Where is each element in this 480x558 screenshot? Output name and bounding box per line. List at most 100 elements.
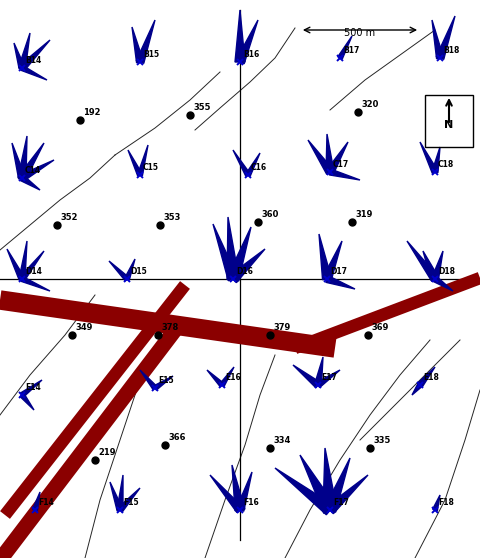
Polygon shape bbox=[432, 147, 440, 172]
Text: 349: 349 bbox=[75, 323, 92, 332]
Polygon shape bbox=[220, 367, 234, 386]
Polygon shape bbox=[19, 33, 30, 69]
Polygon shape bbox=[19, 143, 44, 180]
Polygon shape bbox=[33, 492, 40, 511]
Text: 379: 379 bbox=[273, 323, 290, 332]
Polygon shape bbox=[432, 20, 444, 59]
Text: E15: E15 bbox=[158, 376, 174, 385]
Polygon shape bbox=[21, 380, 42, 397]
Polygon shape bbox=[20, 251, 44, 281]
Polygon shape bbox=[407, 241, 438, 281]
Polygon shape bbox=[246, 153, 260, 176]
Polygon shape bbox=[21, 277, 50, 291]
Polygon shape bbox=[20, 160, 54, 181]
Text: 335: 335 bbox=[373, 436, 390, 445]
Polygon shape bbox=[324, 458, 350, 512]
Text: E18: E18 bbox=[423, 373, 439, 382]
Text: 366: 366 bbox=[168, 433, 185, 442]
Text: F16: F16 bbox=[243, 498, 259, 507]
Polygon shape bbox=[338, 36, 352, 59]
Text: D14: D14 bbox=[25, 267, 42, 276]
Text: F15: F15 bbox=[123, 498, 139, 507]
Polygon shape bbox=[436, 16, 455, 59]
Polygon shape bbox=[18, 136, 27, 179]
Polygon shape bbox=[118, 488, 140, 512]
Polygon shape bbox=[323, 448, 337, 511]
Polygon shape bbox=[154, 376, 173, 390]
Polygon shape bbox=[14, 43, 25, 69]
Text: C15: C15 bbox=[143, 163, 159, 172]
Text: D15: D15 bbox=[130, 267, 147, 276]
Text: 378: 378 bbox=[161, 323, 178, 332]
Polygon shape bbox=[229, 249, 265, 283]
Polygon shape bbox=[326, 276, 355, 289]
Text: N: N bbox=[444, 120, 454, 130]
Polygon shape bbox=[140, 370, 157, 389]
Text: E14: E14 bbox=[25, 383, 41, 392]
Polygon shape bbox=[236, 20, 258, 64]
Polygon shape bbox=[109, 261, 129, 281]
Polygon shape bbox=[210, 475, 243, 513]
Text: F17: F17 bbox=[333, 498, 349, 507]
Polygon shape bbox=[319, 234, 331, 280]
Polygon shape bbox=[213, 224, 238, 281]
Text: 369: 369 bbox=[371, 323, 388, 332]
Text: C14: C14 bbox=[25, 166, 41, 175]
Polygon shape bbox=[132, 27, 144, 63]
Polygon shape bbox=[233, 150, 250, 176]
Polygon shape bbox=[432, 495, 440, 511]
Polygon shape bbox=[20, 176, 40, 190]
Polygon shape bbox=[232, 465, 245, 511]
Text: B16: B16 bbox=[243, 50, 259, 59]
Text: B17: B17 bbox=[343, 46, 360, 55]
Text: 360: 360 bbox=[261, 210, 278, 219]
Polygon shape bbox=[326, 134, 334, 172]
Polygon shape bbox=[128, 150, 142, 176]
Polygon shape bbox=[433, 277, 453, 291]
Polygon shape bbox=[207, 370, 224, 387]
Polygon shape bbox=[326, 475, 368, 514]
Polygon shape bbox=[235, 10, 245, 62]
Polygon shape bbox=[20, 40, 50, 70]
Text: 319: 319 bbox=[355, 210, 372, 219]
Text: F18: F18 bbox=[438, 498, 454, 507]
Bar bbox=[425, 95, 473, 147]
Polygon shape bbox=[412, 383, 422, 395]
Polygon shape bbox=[275, 468, 334, 515]
Polygon shape bbox=[329, 169, 360, 180]
Polygon shape bbox=[418, 367, 435, 387]
Polygon shape bbox=[21, 66, 47, 80]
Text: C17: C17 bbox=[333, 160, 349, 169]
Polygon shape bbox=[420, 142, 438, 174]
Text: 355: 355 bbox=[193, 103, 211, 112]
Polygon shape bbox=[326, 142, 348, 174]
Polygon shape bbox=[228, 227, 251, 281]
Text: B15: B15 bbox=[143, 50, 159, 59]
Polygon shape bbox=[227, 217, 239, 280]
Polygon shape bbox=[314, 357, 323, 386]
Polygon shape bbox=[432, 251, 443, 280]
Text: D17: D17 bbox=[330, 267, 347, 276]
Text: D16: D16 bbox=[236, 267, 253, 276]
Polygon shape bbox=[236, 472, 252, 511]
Text: 219: 219 bbox=[98, 448, 116, 457]
Polygon shape bbox=[293, 365, 320, 388]
Polygon shape bbox=[138, 145, 148, 176]
Polygon shape bbox=[117, 475, 123, 510]
Polygon shape bbox=[300, 455, 336, 513]
Polygon shape bbox=[20, 393, 34, 410]
Text: 353: 353 bbox=[163, 213, 180, 222]
Polygon shape bbox=[125, 259, 135, 280]
Text: B18: B18 bbox=[443, 46, 459, 55]
Text: E17: E17 bbox=[321, 373, 337, 382]
Text: D18: D18 bbox=[438, 267, 455, 276]
Text: B14: B14 bbox=[25, 56, 41, 65]
Text: 352: 352 bbox=[60, 213, 77, 222]
Polygon shape bbox=[136, 20, 155, 64]
Polygon shape bbox=[308, 140, 333, 174]
Polygon shape bbox=[110, 482, 123, 511]
Text: E16: E16 bbox=[225, 373, 241, 382]
Polygon shape bbox=[316, 370, 340, 387]
Polygon shape bbox=[12, 143, 25, 179]
Polygon shape bbox=[323, 241, 342, 281]
